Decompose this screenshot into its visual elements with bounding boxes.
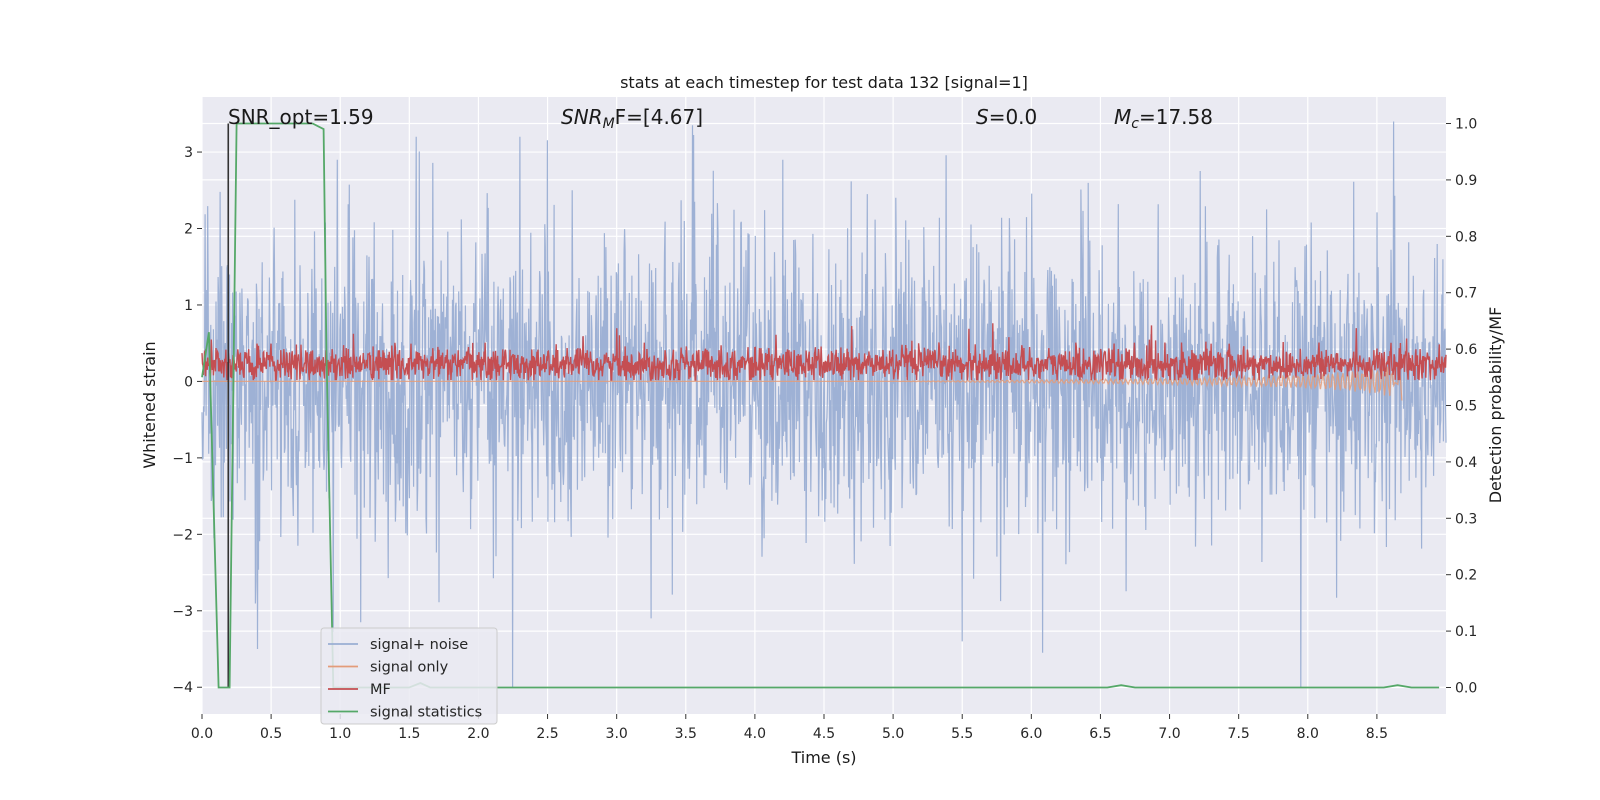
annotation-mc-symbol: M	[1114, 105, 1131, 129]
x-tick-label: 3.0	[606, 726, 628, 742]
annotation-snr-mf-main: SNR	[561, 105, 603, 129]
axes: 0.0 0.5 1.0 1.5 2.0 2.5 3.0 3.5 4.0 4.5 5.0 5.5 6.0 6…	[172, 117, 1477, 742]
annotation-snr-mf: SNRMF=[4.67]	[561, 105, 703, 132]
annotation-snr-opt: SNR_opt=1.59	[228, 105, 374, 129]
y2-axis-label: Detection probability/MF	[1486, 307, 1505, 504]
annotation-mc-value: =17.58	[1139, 105, 1213, 129]
x-tick-label: 6.0	[1020, 726, 1042, 742]
annotation-s: S=0.0	[976, 105, 1037, 129]
y2-tick-label: 0.3	[1455, 511, 1477, 527]
series-signal-only-line	[202, 366, 1403, 401]
annotation-s-symbol: S	[976, 105, 989, 129]
y-axis-label: Whitened strain	[140, 341, 159, 468]
y-tick-label: −3	[172, 604, 193, 620]
legend-label: signal+ noise	[370, 637, 468, 653]
y2-tick-label: 0.0	[1455, 680, 1477, 696]
x-tick-label: 5.5	[951, 726, 973, 742]
y-tick-label: −4	[172, 680, 193, 696]
x-tick-label: 0.5	[260, 726, 282, 742]
legend-label: MF	[370, 682, 391, 698]
legend: signal+ noise signal only MF signal statist…	[320, 627, 498, 725]
y2-tick-label: 0.1	[1455, 624, 1477, 640]
x-tick-label: 4.5	[813, 726, 835, 742]
chart-title: stats at each timestep for test data 132…	[620, 73, 1028, 92]
x-tick-label: 1.0	[329, 726, 351, 742]
annotation-snr-mf-sub: M	[603, 116, 615, 132]
annotation-mc-sub: c	[1131, 116, 1139, 132]
y-tick-label: −2	[172, 527, 193, 543]
legend-label: signal statistics	[370, 705, 482, 721]
y2-tick-label: 0.9	[1455, 173, 1477, 189]
x-tick-label: 8.5	[1366, 726, 1388, 742]
x-tick-label: 8.0	[1297, 726, 1319, 742]
y-tick-label: 3	[184, 145, 193, 161]
annotation-s-value: =0.0	[989, 105, 1038, 129]
y-tick-label: 0	[184, 374, 193, 390]
series-signal-noise-line	[201, 121, 1447, 688]
y2-tick-label: 1.0	[1455, 117, 1477, 133]
y-tick-label: 1	[184, 298, 193, 314]
x-tick-label: 7.5	[1228, 726, 1250, 742]
y2-tick-label: 0.2	[1455, 568, 1477, 584]
legend-label: signal only	[370, 660, 449, 676]
x-tick-label: 0.0	[191, 726, 213, 742]
annotation-mc: Mc=17.58	[1114, 105, 1213, 132]
y2-tick-label: 0.5	[1455, 399, 1477, 415]
series-mf-line	[201, 323, 1447, 381]
x-tick-label: 1.5	[398, 726, 420, 742]
legend-box	[320, 627, 498, 725]
x-tick-label: 6.5	[1089, 726, 1111, 742]
x-axis-label: Time (s)	[790, 748, 856, 767]
y2-tick-label: 0.8	[1455, 229, 1477, 245]
x-tick-label: 5.0	[882, 726, 904, 742]
x-tick-label: 3.5	[675, 726, 697, 742]
y2-tick-label: 0.6	[1455, 342, 1477, 358]
x-tick-label: 2.5	[536, 726, 558, 742]
annotation-snr-mf-rest: F=[4.67]	[615, 105, 703, 129]
x-tick-label: 2.0	[467, 726, 489, 742]
x-tick-label: 7.0	[1158, 726, 1180, 742]
y-tick-label: 2	[184, 222, 193, 238]
x-tick-label: 4.0	[744, 726, 766, 742]
y-tick-label: −1	[172, 451, 193, 467]
y2-tick-label: 0.7	[1455, 286, 1477, 302]
y2-tick-label: 0.4	[1455, 455, 1477, 471]
